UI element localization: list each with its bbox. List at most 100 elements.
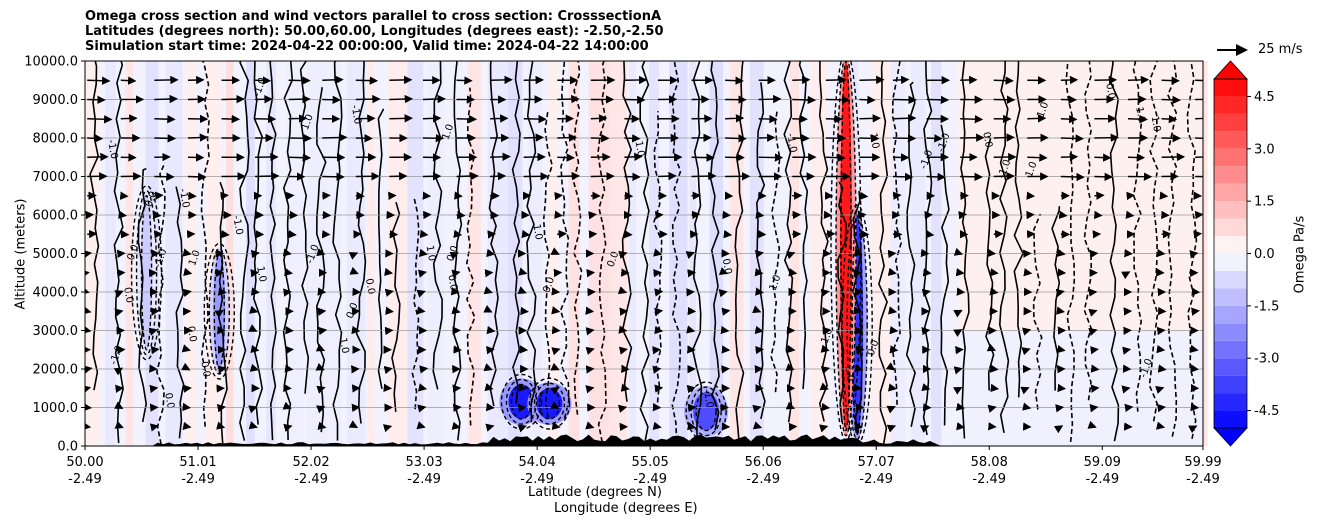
wind-vector: [118, 210, 127, 219]
contour-line: [488, 61, 499, 407]
wind-vector: [1022, 402, 1032, 411]
colorbar-segment: [1214, 340, 1247, 359]
title-line-2: Latitudes (degrees north): 50.00,60.00, …: [85, 24, 664, 39]
wind-vector: [349, 266, 359, 275]
wind-vector: [792, 75, 811, 85]
x-axis-label-latitude: Latitude (degrees N): [528, 485, 662, 500]
x-tick-label-lon: -2.49: [859, 472, 893, 487]
wind-vector: [389, 94, 414, 104]
wind-vector: [1088, 327, 1098, 336]
contour-line: [89, 61, 100, 391]
wind-vector: [255, 76, 272, 85]
omega-feature-core: [693, 392, 720, 431]
colorbar-segment: [1214, 131, 1247, 149]
contour-line: [217, 181, 228, 444]
wind-vector: [517, 286, 527, 295]
wind-vector: [1053, 425, 1064, 434]
wind-vector: [825, 114, 843, 124]
x-tick-label-lon: -2.49: [181, 472, 215, 487]
wind-vector: [490, 152, 511, 161]
contour-line: [671, 61, 682, 442]
wind-vector: [1094, 153, 1112, 162]
colorbar-segment: [1214, 113, 1247, 132]
y-axis: 0.0 1000.0 2000.0 3000.0 4000.0 5000.0 6000.0 7…: [24, 55, 85, 455]
wind-vector: [993, 133, 1015, 142]
wind-vector: [154, 114, 176, 124]
contour-line: [621, 61, 633, 402]
wind-vector: [960, 114, 984, 124]
terrain: [85, 434, 1203, 446]
y-tick-label: 5000.0: [33, 247, 79, 262]
omega-feature-core: [536, 388, 563, 420]
y-tick-label: 7000.0: [33, 170, 79, 185]
contour-label: 0.0: [445, 274, 459, 292]
x-axis: 50.00 -2.49 51.01 -2.49 52.02 -2.49 53.03 -2.49…: [66, 446, 1222, 487]
colorbar-segment: [1214, 96, 1247, 114]
contour-line: [960, 61, 970, 439]
x-tick-label-lon: -2.49: [972, 472, 1006, 487]
wind-vector: [590, 114, 608, 123]
wind-vector: [752, 305, 762, 314]
wind-vector: [892, 172, 914, 182]
wind-vector: [885, 362, 896, 371]
wind-vector: [723, 229, 733, 239]
wind-vector: [792, 95, 817, 105]
wind-vector: [1060, 152, 1079, 162]
x-tick-label-lat: 59.99: [1184, 455, 1221, 470]
contour-line: [465, 87, 476, 426]
contour-line: [1083, 61, 1093, 401]
wind-vector: [989, 287, 999, 296]
wind-vector: [888, 306, 898, 315]
x-tick-label-lat: 53.03: [405, 455, 442, 470]
wind-vector: [691, 171, 717, 181]
wind-vector: [993, 229, 1004, 239]
y-tick-label: 8000.0: [33, 132, 79, 147]
colorbar-segment: [1214, 323, 1247, 341]
colorbar-segment: [1214, 375, 1247, 394]
wind-vector: [284, 267, 294, 277]
wind-vector: [152, 210, 162, 220]
wind-vector: [216, 404, 226, 413]
wind-vector: [892, 191, 902, 200]
wind-vector: [451, 421, 461, 430]
wind-vector: [557, 229, 567, 239]
contour-loop: [203, 242, 235, 380]
wind-vector: [1060, 172, 1085, 182]
wind-vector: [990, 383, 1000, 393]
wind-vector: [1094, 172, 1113, 182]
wind-vector: [624, 134, 641, 143]
y-tick-label: 1000.0: [33, 401, 79, 416]
x-tick-label-lat: 51.01: [179, 455, 216, 470]
x-tick-label-lon: -2.49: [1085, 472, 1119, 487]
contour-line: [452, 61, 463, 441]
contour-label: -1.0: [177, 188, 191, 209]
wind-vector: [85, 325, 92, 334]
colorbar-segment: [1214, 79, 1247, 97]
wind-vector: [85, 385, 92, 394]
colorbar-segment: [1214, 218, 1247, 237]
wind-vector: [993, 76, 1014, 85]
wind-vector: [217, 365, 227, 374]
contour-loop: [505, 378, 538, 425]
wind-vector: [755, 287, 764, 296]
wind-vector: [653, 248, 663, 257]
wind-vector: [551, 347, 561, 356]
contour-line: [837, 181, 847, 422]
colorbar-extend-max: [1213, 60, 1248, 80]
contour-line: [411, 198, 420, 410]
wind-vector: [1128, 75, 1150, 85]
x-axis-label-longitude: Longitude (degrees E): [554, 501, 698, 516]
omega-feature-core: [140, 195, 153, 350]
contour-loop: [846, 209, 868, 441]
wind-vector: [348, 420, 359, 428]
contour-line: [798, 61, 809, 390]
wind-vector: [220, 191, 229, 201]
wind-vector: [859, 95, 876, 105]
contour-label: 0.0: [363, 278, 377, 296]
x-tick-label-lon: -2.49: [520, 472, 554, 487]
wind-vector: [486, 248, 496, 258]
wind-vector: [214, 309, 224, 318]
colorbar: -4.5 -3.0 -1.5 0.0 1.5 3.0 4.5: [1213, 60, 1279, 447]
contour-label: 1.0: [530, 223, 544, 241]
contour-label: 1.0: [1149, 115, 1163, 133]
